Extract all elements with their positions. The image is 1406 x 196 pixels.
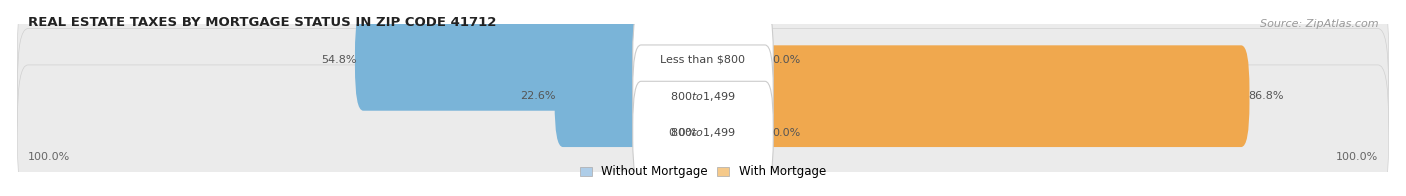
Text: 0.0%: 0.0% bbox=[772, 128, 800, 138]
FancyBboxPatch shape bbox=[633, 9, 773, 111]
FancyBboxPatch shape bbox=[633, 45, 773, 147]
Text: $800 to $1,499: $800 to $1,499 bbox=[671, 126, 735, 139]
Text: Source: ZipAtlas.com: Source: ZipAtlas.com bbox=[1260, 19, 1378, 29]
FancyBboxPatch shape bbox=[633, 81, 773, 184]
Text: 0.0%: 0.0% bbox=[668, 128, 696, 138]
FancyBboxPatch shape bbox=[695, 45, 1250, 147]
Text: 100.0%: 100.0% bbox=[1336, 152, 1378, 162]
Text: 86.8%: 86.8% bbox=[1249, 91, 1284, 101]
Legend: Without Mortgage, With Mortgage: Without Mortgage, With Mortgage bbox=[581, 165, 825, 179]
FancyBboxPatch shape bbox=[17, 0, 1389, 127]
Text: 100.0%: 100.0% bbox=[28, 152, 70, 162]
Text: 54.8%: 54.8% bbox=[321, 55, 356, 65]
FancyBboxPatch shape bbox=[354, 9, 711, 111]
Text: Less than $800: Less than $800 bbox=[661, 55, 745, 65]
Text: 0.0%: 0.0% bbox=[772, 55, 800, 65]
FancyBboxPatch shape bbox=[17, 65, 1389, 196]
Text: REAL ESTATE TAXES BY MORTGAGE STATUS IN ZIP CODE 41712: REAL ESTATE TAXES BY MORTGAGE STATUS IN … bbox=[28, 16, 496, 29]
Text: 22.6%: 22.6% bbox=[520, 91, 555, 101]
FancyBboxPatch shape bbox=[554, 45, 711, 147]
FancyBboxPatch shape bbox=[17, 29, 1389, 164]
Text: $800 to $1,499: $800 to $1,499 bbox=[671, 90, 735, 103]
